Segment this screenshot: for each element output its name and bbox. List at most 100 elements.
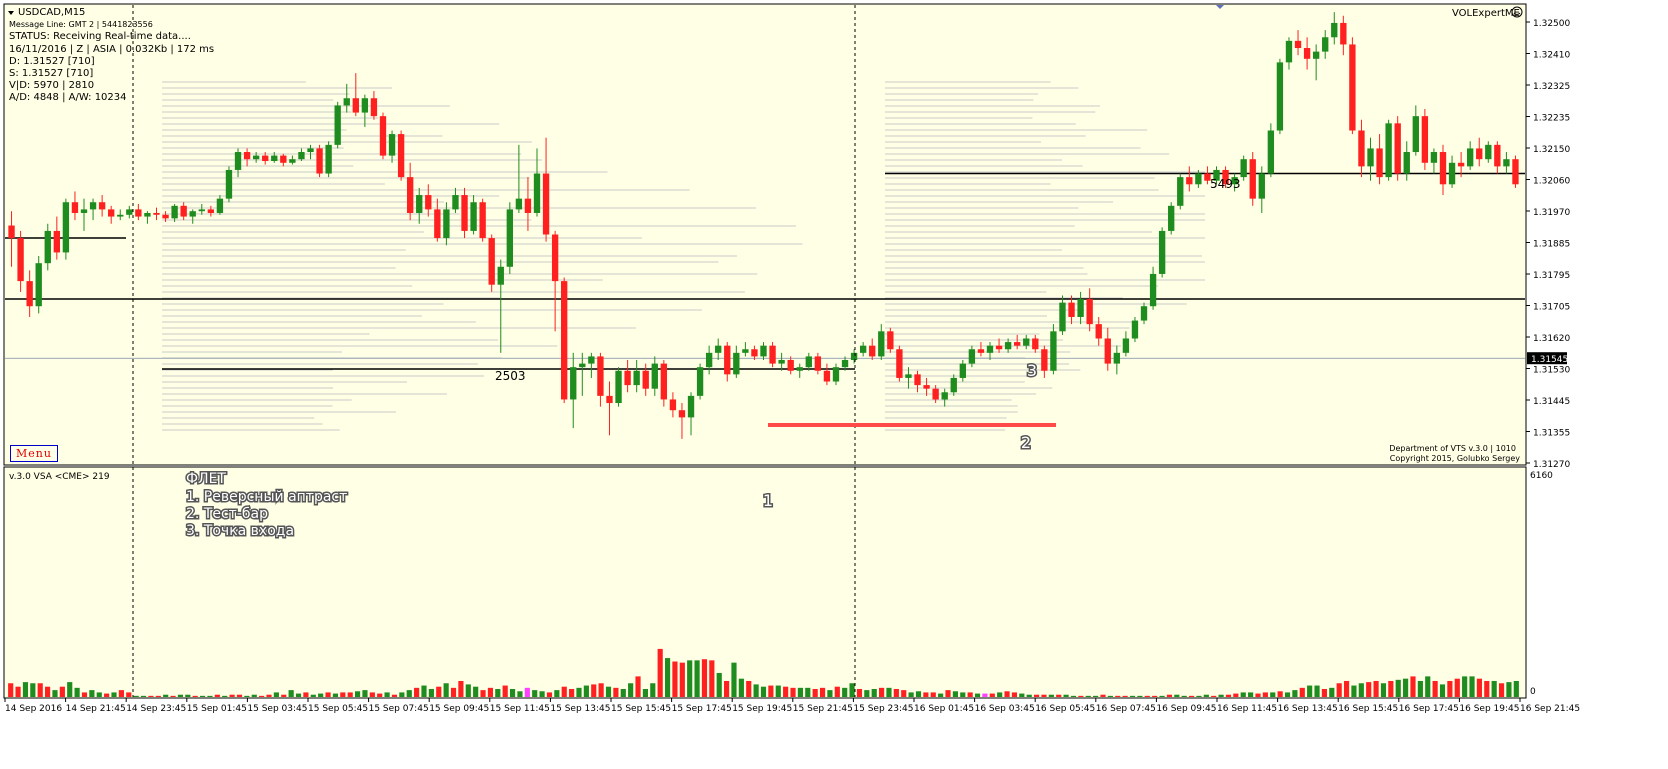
volume-bar [1122,695,1128,697]
volume-bar [960,692,966,697]
candle [1014,334,1021,350]
candle-body [1032,338,1039,350]
volume-bar [406,690,412,697]
candle [488,234,495,292]
candle [388,130,396,163]
volume-bar [1506,682,1512,697]
candle-body [298,152,305,160]
volume-bar [15,686,21,697]
volume-panel[interactable] [3,466,1527,699]
candle-body [1140,306,1148,321]
volume-bar [89,690,95,697]
shift-marker-icon[interactable] [1216,5,1224,9]
candle-body [751,349,758,357]
candle [126,205,133,219]
candle-body [1412,116,1419,153]
volume-bar [591,684,597,697]
candle [914,370,921,393]
candle-body [26,281,33,307]
candle [1140,302,1148,325]
price-panel[interactable] [3,3,1527,466]
volume-bar [805,687,811,697]
candle-body [678,410,686,418]
candle [1195,169,1202,188]
volume-bar [1152,695,1158,697]
candle [1086,288,1093,332]
legend-title: ФЛЕТ [186,471,226,487]
candle [1349,37,1356,135]
candle-body [1340,22,1347,45]
candle [968,345,976,368]
volume-bar [569,688,575,697]
volume-bar [354,691,361,697]
candle [1485,141,1492,163]
candle [216,195,224,215]
volume-bar [524,687,530,697]
info-line-d: D: 1.31527 [710] [9,56,95,67]
annotation-2-text: 2 [1021,433,1031,452]
volume-bar [1211,695,1217,697]
candle [144,211,151,224]
menu-button[interactable]: Menu [10,445,58,462]
candle [307,144,314,160]
volume-bar [414,687,420,697]
candle [180,202,187,221]
candle-body [1331,22,1338,38]
candle-body [1068,302,1075,317]
candle [859,342,867,357]
candle [642,363,649,396]
candle [1213,166,1220,185]
candle-body [108,209,115,217]
candle [1068,295,1075,325]
volume-bar [74,687,80,697]
volume-bar [104,693,110,697]
volume-bar [783,686,789,697]
candle [1503,152,1510,174]
time-tick-label: 16 Sep 21:45 [1520,704,1580,714]
candle-body [1186,177,1193,185]
left-poc-label: 2503 [495,369,526,383]
dropdown-triangle-icon[interactable] [8,11,14,15]
candle [1177,173,1184,210]
candle [896,345,903,382]
candle [1004,338,1012,353]
candle [298,148,305,161]
candle-body [1014,342,1021,346]
time-tick-label: 15 Sep 15:45 [611,704,671,714]
candle [878,324,885,361]
candle [733,345,740,378]
candle [1131,316,1139,343]
copyright-line-2: Copyright 2015, Golubko Sergey [1390,454,1520,463]
volume-bar [1447,680,1453,697]
legend-item-1: 1. Реверсный аптраст [186,489,347,505]
volume-bar [834,686,840,697]
candle-body [162,214,169,219]
candle [1421,108,1429,170]
time-tick-label: 16 Sep 07:45 [1096,704,1156,714]
candle-body [1131,320,1139,339]
candle-body [289,159,296,163]
candle-body [687,395,695,418]
volume-bar [1107,695,1113,697]
volume-bar [421,685,427,697]
candlestick-series [8,12,1519,439]
candle [696,363,704,400]
candle [17,230,24,292]
volume-bar [1203,694,1209,697]
candle-body [597,356,604,396]
candle [1476,137,1483,167]
candle [1376,134,1383,185]
volume-bar [458,680,464,697]
candle [624,360,631,393]
volume-bar [22,682,29,697]
volume-bar [1388,680,1394,697]
candle [1285,37,1293,70]
candle-body [1494,144,1501,167]
volume-bar [1011,692,1018,697]
candle-body [633,370,640,386]
info-line-vd: V|D: 5970 | 2810 [9,80,94,91]
volume-bar [347,692,353,697]
volume-bar [628,683,634,697]
